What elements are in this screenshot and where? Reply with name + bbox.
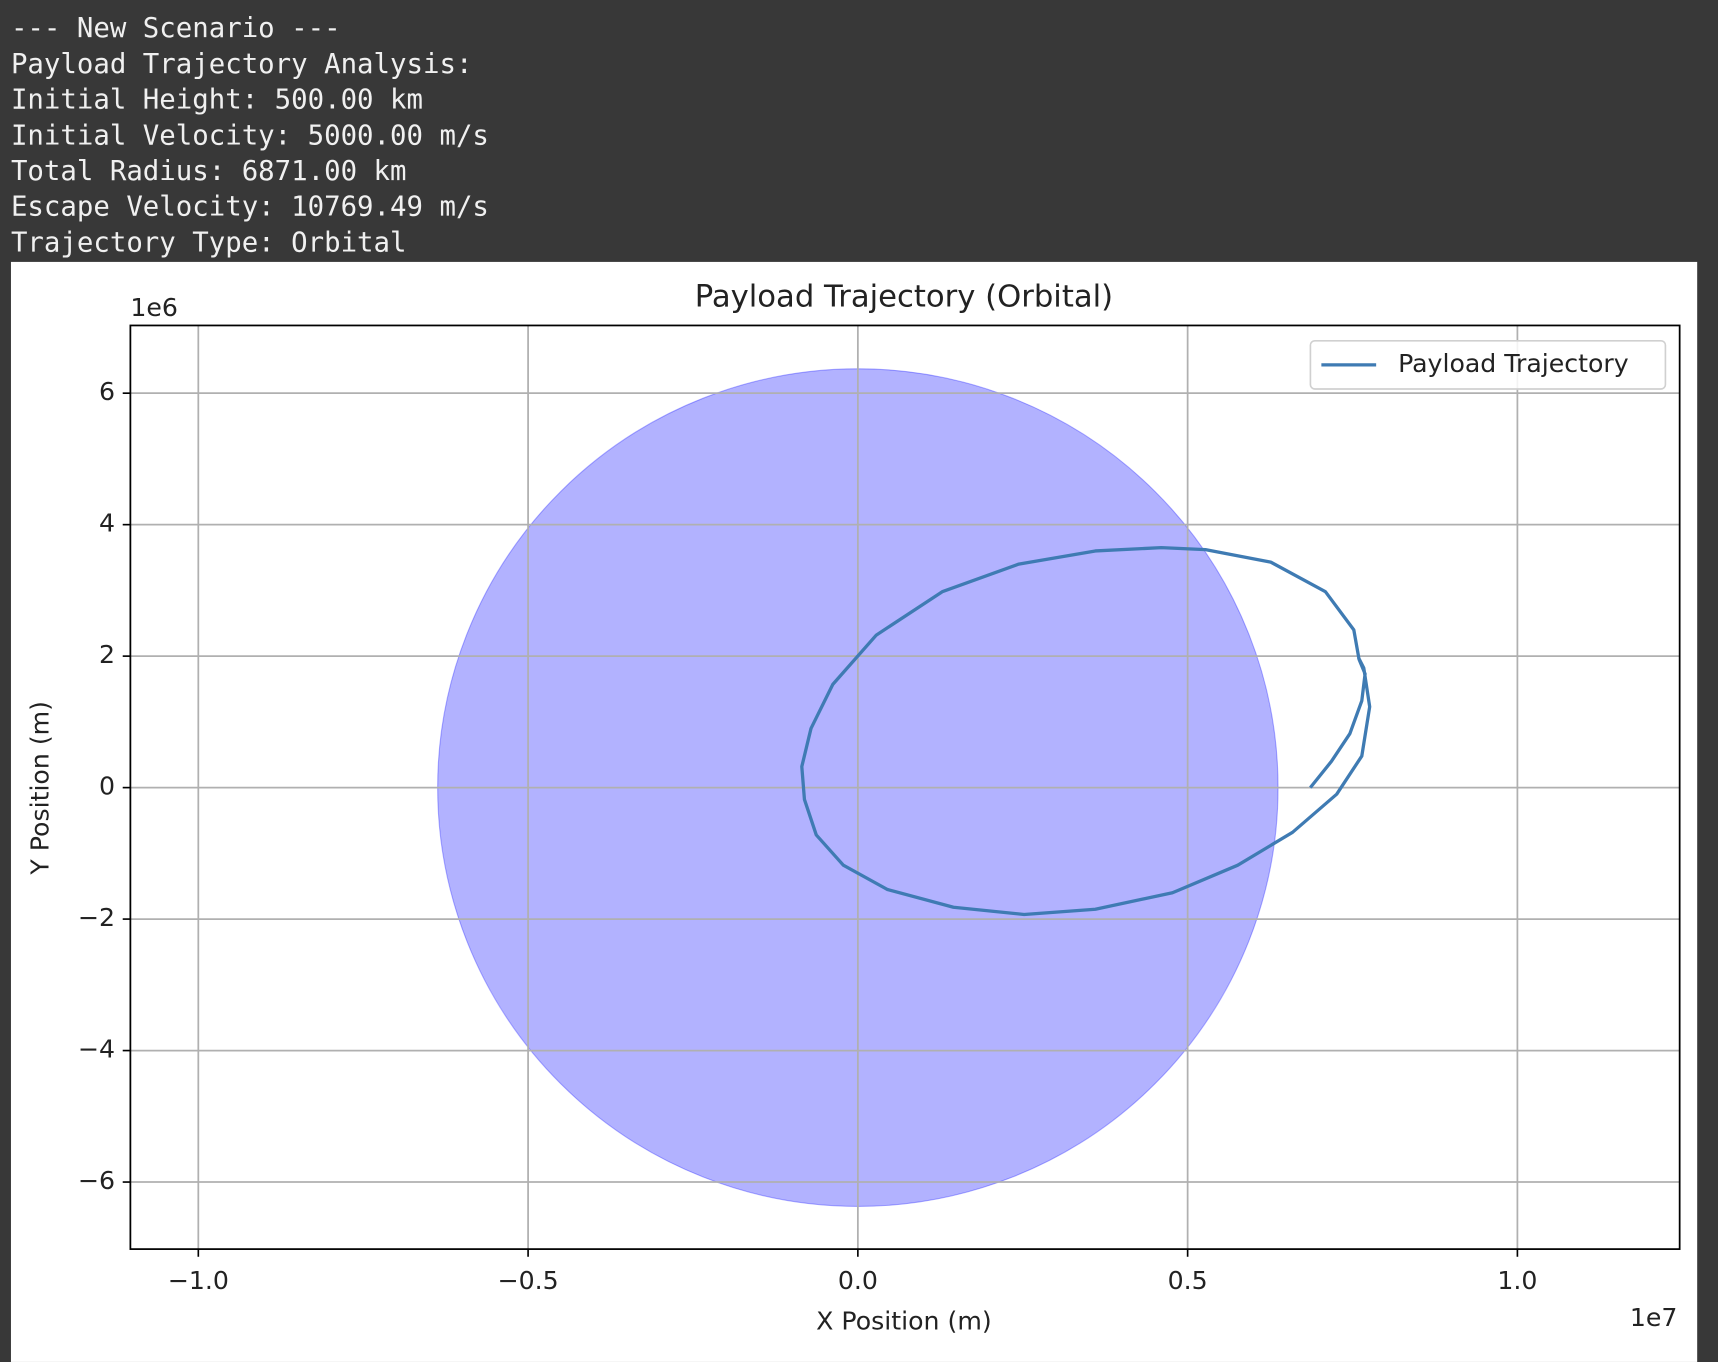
y-tick-label: 4 — [99, 509, 115, 538]
console-line: Escape Velocity: 10769.49 m/s — [11, 192, 489, 223]
y-tick-label: −4 — [78, 1035, 115, 1064]
y-offset-label: 1e6 — [130, 293, 178, 322]
figure-background — [10, 261, 1698, 1362]
y-tick-label: 0 — [99, 772, 115, 801]
console-line: Payload Trajectory Analysis: — [11, 49, 472, 80]
y-tick-label: −2 — [78, 903, 115, 932]
console-line: Total Radius: 6871.00 km — [11, 156, 407, 187]
console-line: Trajectory Type: Orbital — [11, 227, 407, 258]
plot-area: −1.0 −0.5 0.0 0.5 1.0 −6 −4 −2 0 2 4 6 Payload Traje… — [78, 324, 1681, 1295]
legend-label: Payload Trajectory — [1398, 349, 1629, 378]
x-offset-label: 1e7 — [1630, 1303, 1678, 1332]
x-tick-label: −0.5 — [498, 1266, 559, 1295]
y-axis-label: Y Position (m) — [26, 701, 55, 876]
x-axis-label: X Position (m) — [816, 1307, 992, 1336]
console-output: --- New Scenario --- Payload Trajectory A… — [11, 13, 489, 258]
trajectory-line — [800, 546, 1372, 917]
y-tick-label: 2 — [99, 640, 115, 669]
chart-title: Payload Trajectory (Orbital) — [695, 280, 1113, 315]
console-line: Initial Velocity: 5000.00 m/s — [11, 120, 489, 151]
y-tick-label: −6 — [78, 1166, 115, 1195]
plot-frame — [129, 324, 1681, 1250]
console-line: --- New Scenario --- — [11, 13, 341, 44]
x-tick-label: −1.0 — [168, 1266, 229, 1295]
x-tick-label: 0.5 — [1168, 1266, 1208, 1295]
x-tick-label: 0.0 — [838, 1266, 878, 1295]
legend-box — [1309, 339, 1667, 390]
x-tick-label: 1.0 — [1497, 1266, 1537, 1295]
y-tick-label: 6 — [99, 377, 115, 406]
console-line: Initial Height: 500.00 km — [11, 85, 423, 116]
